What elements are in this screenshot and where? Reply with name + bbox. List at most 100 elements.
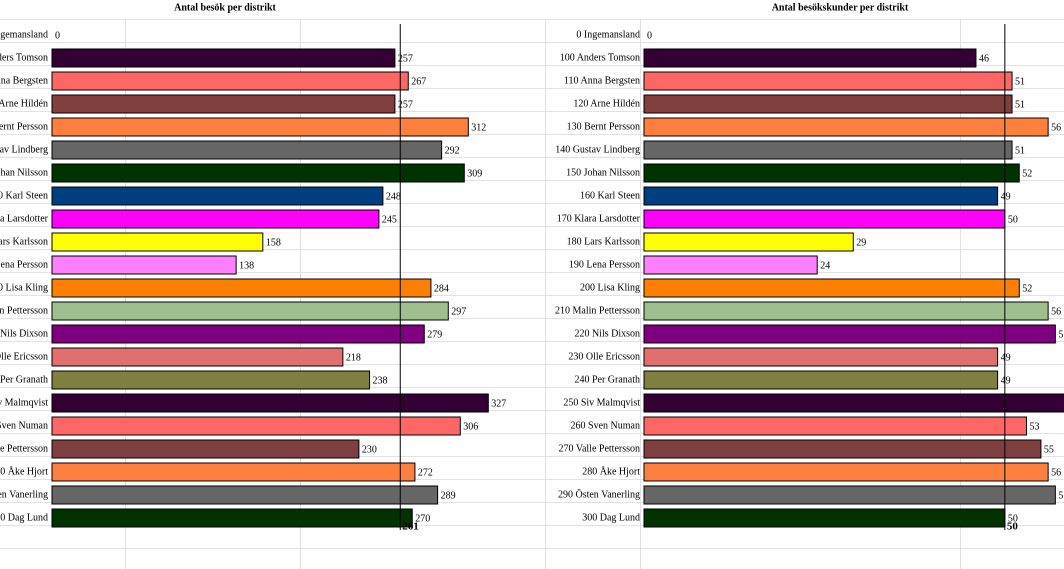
value-label: 257	[398, 53, 413, 64]
bar	[643, 232, 854, 252]
value-label: 245	[382, 214, 397, 225]
category-label: 130 Bernt Persson	[0, 121, 48, 132]
value-label: 46	[979, 53, 989, 64]
value-label: 55	[1044, 444, 1054, 455]
value-label: 279	[427, 329, 442, 340]
category-label: 150 Johan Nilsson	[0, 167, 48, 178]
bar	[643, 94, 1013, 114]
bar	[643, 48, 977, 68]
value-label: 56	[1051, 306, 1061, 317]
bar	[51, 347, 344, 367]
category-label: 170 Klara Larsdotter	[557, 213, 641, 224]
bar	[51, 71, 409, 91]
category-label: 130 Bernt Persson	[567, 121, 640, 132]
category-label: 290 Östen Vanerling	[0, 488, 48, 500]
value-label: 57	[1058, 329, 1064, 340]
bar	[51, 462, 416, 482]
category-label: 110 Anna Bergsten	[0, 75, 48, 86]
chart-title: Antal besökskunder per distrikt	[772, 2, 909, 13]
value-label: 51	[1015, 145, 1025, 156]
category-label: 110 Anna Bergsten	[564, 75, 640, 86]
category-label: 220 Nils Dixson	[0, 328, 48, 339]
category-label: 270 Valle Pettersson	[559, 443, 640, 454]
category-label: 140 Gustav Lindberg	[555, 144, 640, 155]
value-label: 49	[1001, 375, 1011, 386]
value-label: 57	[1058, 490, 1064, 501]
value-label: 50	[1008, 513, 1018, 524]
value-label: 272	[418, 467, 433, 478]
bar	[643, 71, 1013, 91]
value-label: 50	[1008, 214, 1018, 225]
category-label: 250 Siv Malmqvist	[0, 397, 48, 408]
category-label: 200 Lisa Kling	[0, 282, 48, 293]
value-label: 29	[856, 237, 866, 248]
category-label: 200 Lisa Kling	[580, 282, 640, 293]
bar	[51, 508, 413, 528]
category-label: 280 Åke Hjort	[582, 465, 640, 477]
value-label: 51	[1015, 76, 1025, 87]
bar	[51, 393, 489, 413]
category-label: 260 Sven Numan	[0, 420, 48, 431]
value-label: 53	[1029, 421, 1039, 432]
bar	[51, 324, 425, 344]
category-label: 120 Arne Hildén	[0, 98, 48, 109]
category-label: 190 Lena Persson	[569, 259, 640, 270]
bar	[643, 485, 1056, 505]
category-label: 210 Malin Pettersson	[0, 305, 48, 316]
category-label: 0 Ingemansland	[0, 29, 48, 40]
value-label: 49	[1001, 191, 1011, 202]
bar	[51, 232, 264, 252]
bar	[643, 117, 1049, 137]
value-label: 138	[239, 260, 254, 271]
bar	[643, 324, 1056, 344]
bar	[51, 278, 432, 298]
value-label: 284	[434, 283, 449, 294]
category-label: 260 Sven Numan	[571, 420, 640, 431]
value-label: 327	[491, 398, 506, 409]
bar	[643, 163, 1020, 183]
category-label: 180 Lars Karlsson	[0, 236, 48, 247]
value-label: 56	[1051, 122, 1061, 133]
bar	[643, 508, 1006, 528]
category-label: 280 Åke Hjort	[0, 465, 48, 477]
value-label: 0	[55, 30, 60, 41]
value-label: 52	[1022, 283, 1032, 294]
category-label: 220 Nils Dixson	[574, 328, 640, 339]
value-label: 238	[373, 375, 388, 386]
bar	[643, 370, 999, 390]
category-label: 210 Malin Pettersson	[555, 305, 640, 316]
bar	[51, 94, 396, 114]
value-label: 312	[471, 122, 486, 133]
bar	[51, 117, 469, 137]
bar	[643, 278, 1020, 298]
value-label: 56	[1051, 467, 1061, 478]
category-label: 300 Dag Lund	[582, 512, 640, 523]
category-label: 150 Johan Nilsson	[566, 167, 640, 178]
bar	[51, 48, 396, 68]
bar	[51, 439, 360, 459]
bar	[643, 393, 1064, 413]
bar	[643, 439, 1042, 459]
value-label: 267	[411, 76, 426, 87]
value-label: 218	[346, 352, 361, 363]
bar	[51, 163, 465, 183]
value-label: 24	[820, 260, 830, 271]
bar	[51, 186, 384, 206]
value-label: 297	[451, 306, 466, 317]
bar	[51, 370, 371, 390]
category-label: 120 Arne Hildén	[573, 98, 640, 109]
value-label: 270	[415, 513, 430, 524]
category-label: 190 Lena Persson	[0, 259, 48, 270]
category-label: 170 Klara Larsdotter	[0, 213, 49, 224]
bar	[51, 140, 443, 160]
bar	[51, 485, 439, 505]
value-label: 306	[463, 421, 478, 432]
category-label: 0 Ingemansland	[576, 29, 640, 40]
value-label: 49	[1001, 352, 1011, 363]
bar	[643, 301, 1049, 321]
value-label: 158	[266, 237, 281, 248]
category-label: 230 Olle Ericsson	[0, 351, 48, 362]
category-label: 230 Olle Ericsson	[568, 351, 640, 362]
